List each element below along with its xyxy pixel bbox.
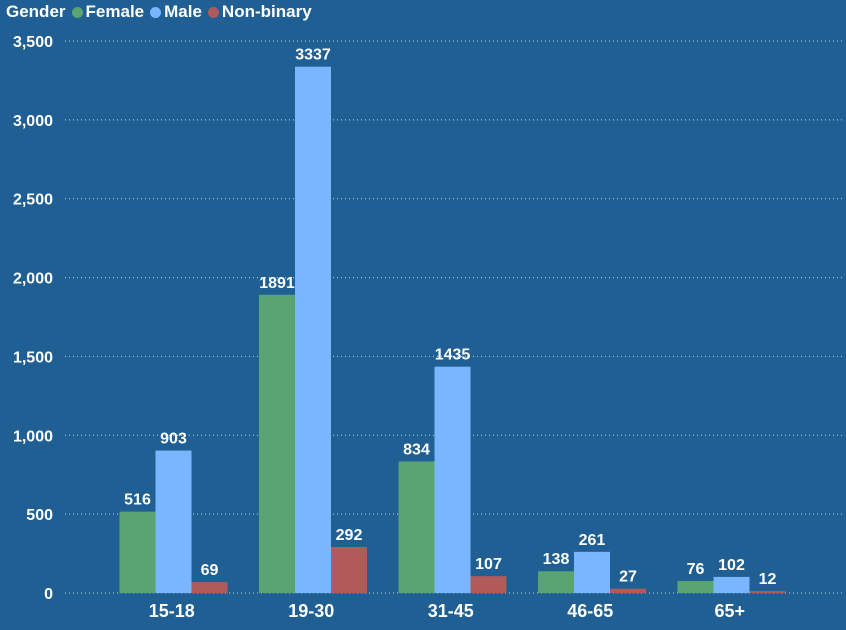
- data-label: 1891: [259, 275, 295, 292]
- legend-item-female[interactable]: Female: [71, 2, 145, 22]
- bar: [677, 581, 714, 593]
- legend-dot-female: [71, 6, 83, 18]
- data-label: 69: [201, 562, 219, 579]
- data-label: 76: [687, 561, 705, 578]
- legend-item-non-binary[interactable]: Non-binary: [207, 2, 312, 22]
- bar: [398, 461, 435, 593]
- data-label: 516: [124, 492, 151, 509]
- data-label: 27: [619, 569, 637, 586]
- y-tick-label: 500: [26, 507, 53, 524]
- legend-label-female: Female: [85, 2, 145, 21]
- data-label: 903: [160, 431, 187, 448]
- data-label: 834: [403, 441, 430, 458]
- y-tick-label: 3,000: [13, 113, 53, 130]
- legend-dot-non-binary: [207, 6, 219, 18]
- data-label: 3337: [295, 47, 331, 64]
- legend-label-male: Male: [164, 2, 202, 21]
- bar: [574, 551, 610, 593]
- bar: [434, 366, 471, 593]
- x-tick-label: 15-18: [149, 601, 195, 621]
- y-tick-label: 1,000: [13, 428, 53, 445]
- legend-title: Gender: [6, 2, 66, 21]
- x-tick-label: 65+: [714, 601, 745, 621]
- chart-legend: Gender Female Male Non-binary: [6, 1, 318, 23]
- legend-dot-male: [150, 6, 162, 18]
- bar: [749, 591, 786, 593]
- y-tick-label: 2,000: [13, 271, 53, 288]
- data-label: 292: [336, 527, 363, 544]
- data-label: 261: [579, 532, 606, 549]
- bar: [713, 576, 750, 593]
- data-label: 102: [718, 557, 745, 574]
- bar: [259, 294, 295, 593]
- bar: [295, 66, 331, 594]
- y-tick-label: 2,500: [13, 192, 53, 209]
- y-tick-label: 0: [44, 586, 53, 603]
- bar: [119, 511, 156, 593]
- bar: [191, 582, 228, 593]
- x-tick-label: 46-65: [567, 601, 613, 621]
- x-tick-label: 31-45: [428, 601, 474, 621]
- y-tick-label: 3,500: [13, 34, 53, 51]
- y-tick-label: 1,500: [13, 349, 53, 366]
- bar: [538, 571, 574, 593]
- legend-label-non-binary: Non-binary: [221, 2, 312, 21]
- bar: [610, 588, 646, 593]
- data-label: 12: [759, 571, 777, 588]
- x-tick-label: 19-30: [288, 601, 334, 621]
- data-label: 107: [475, 556, 502, 573]
- data-label: 138: [543, 551, 570, 568]
- bar: [470, 576, 507, 593]
- bar: [155, 450, 192, 593]
- bar: [331, 546, 367, 593]
- data-label: 1435: [435, 347, 471, 364]
- legend-item-male[interactable]: Male: [150, 2, 202, 22]
